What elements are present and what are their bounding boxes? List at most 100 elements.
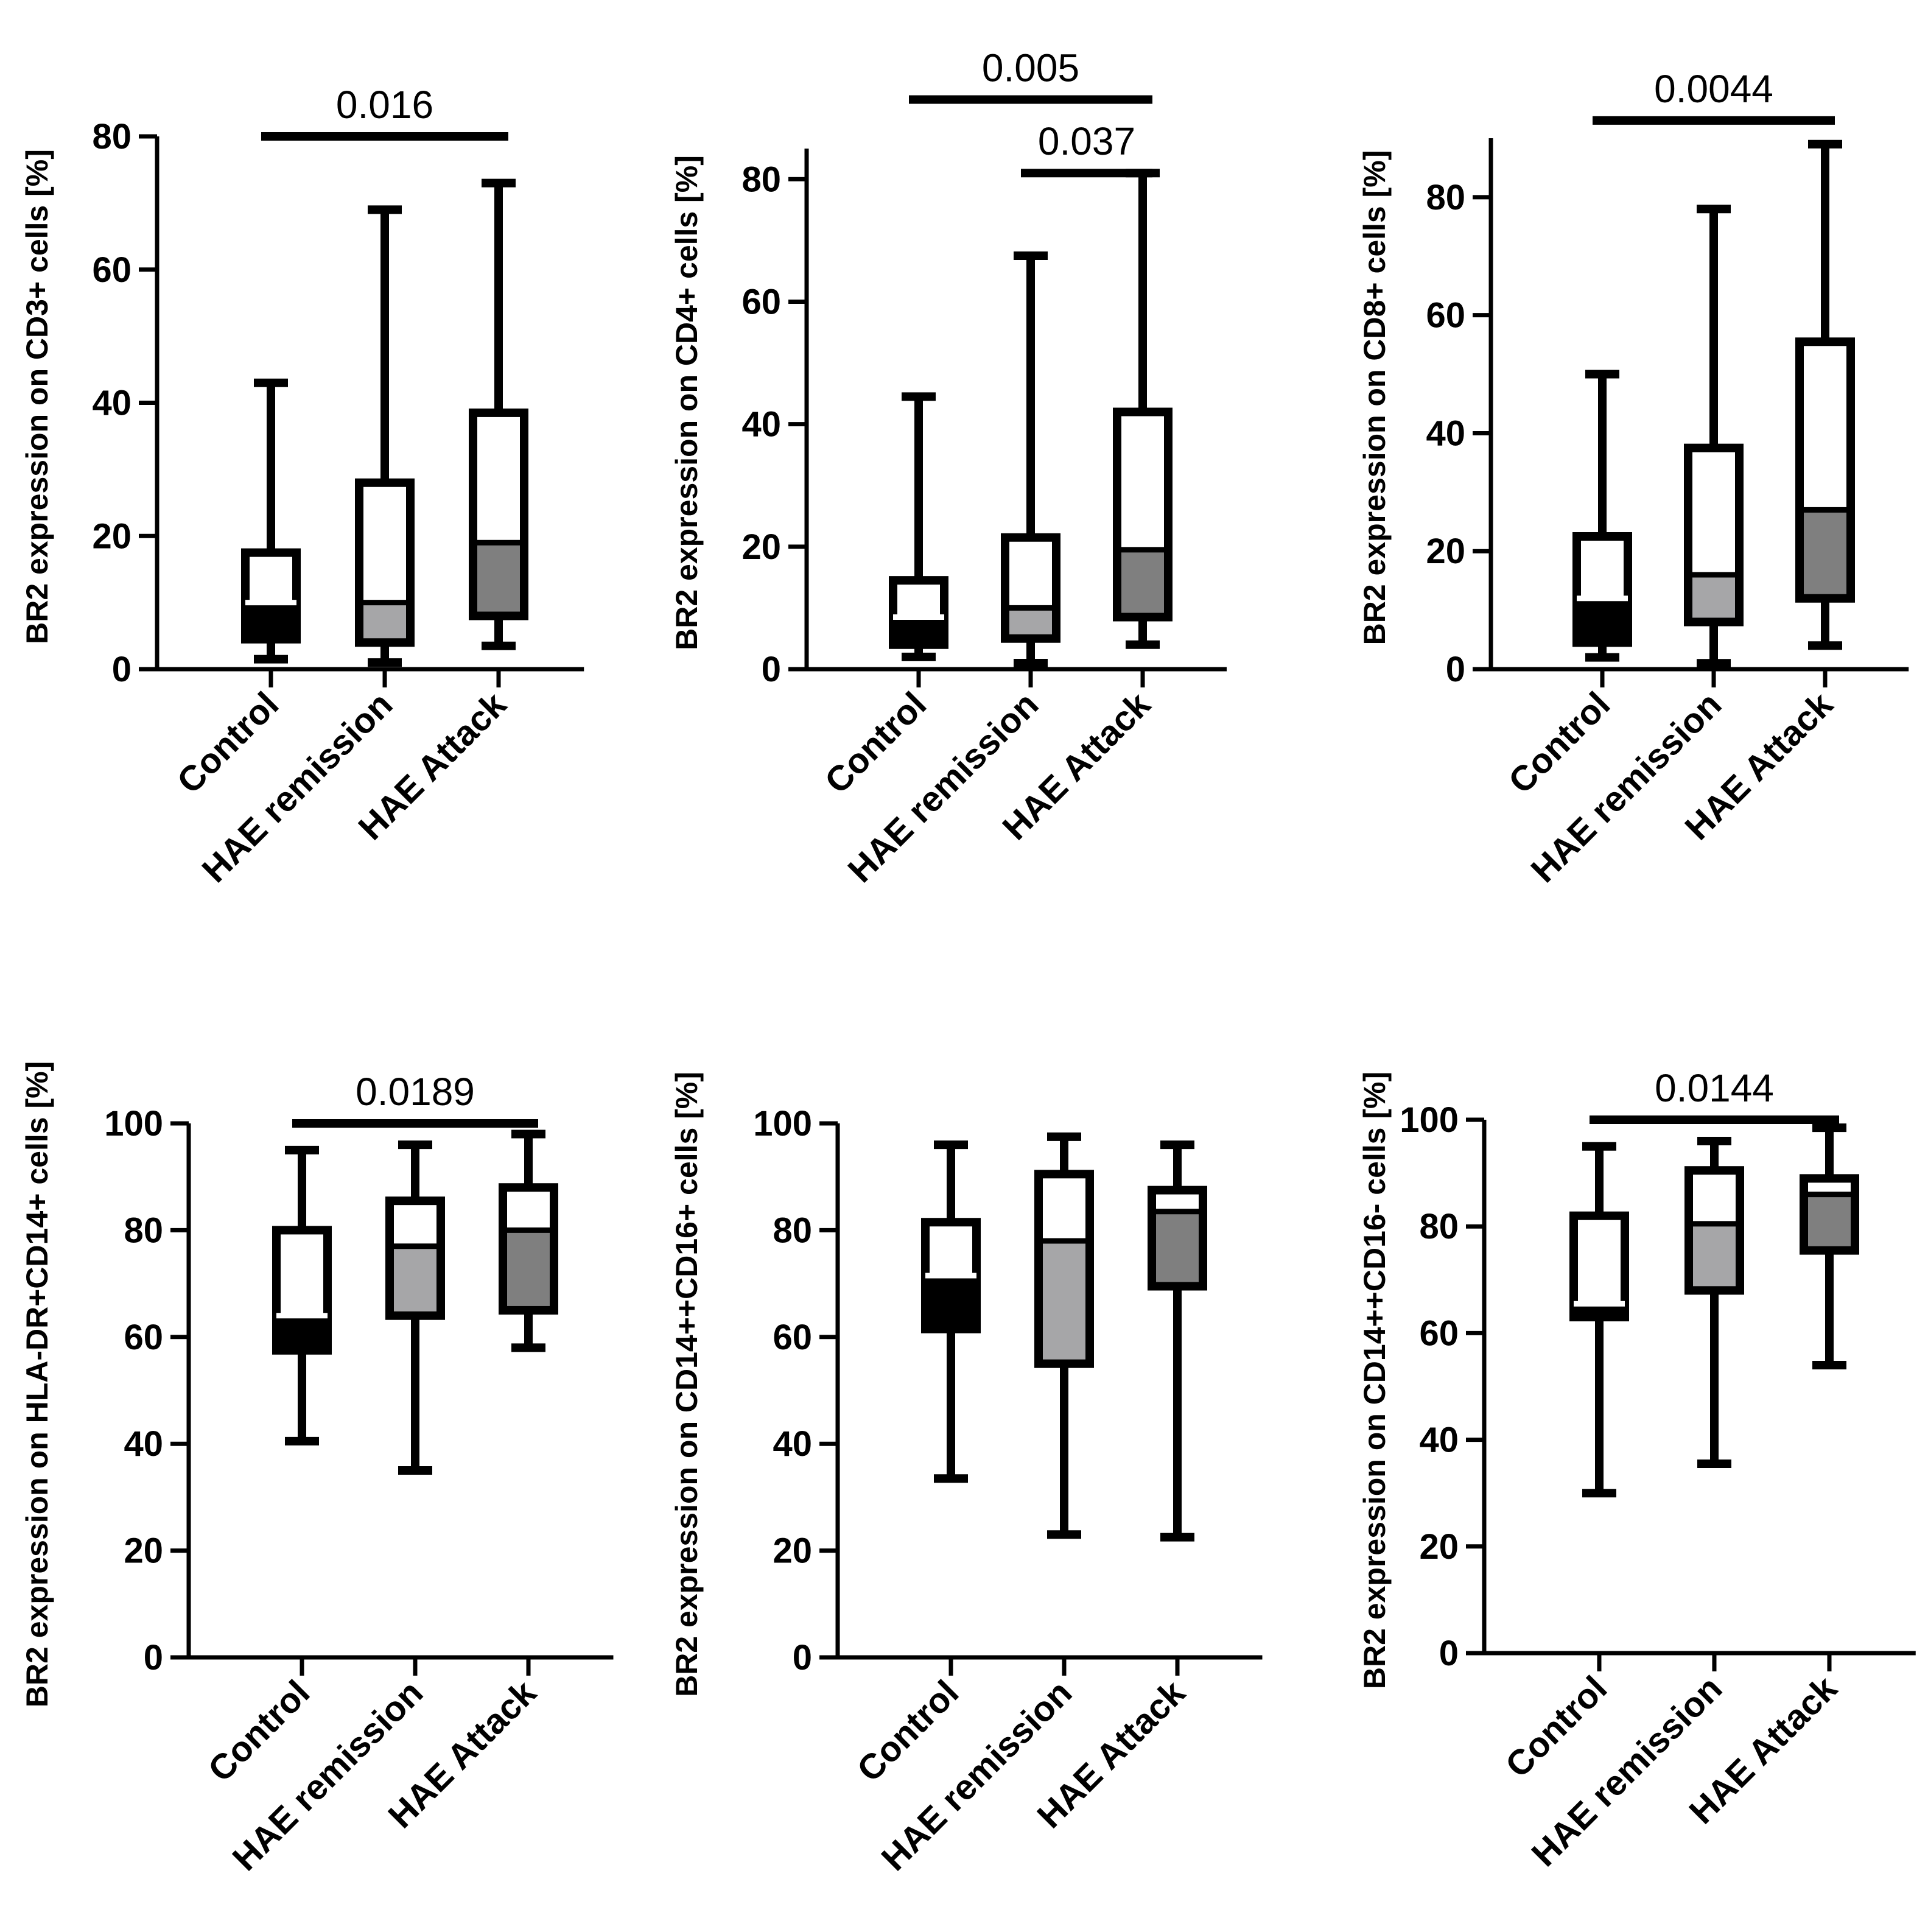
box-outline — [1569, 1211, 1629, 1322]
box-outline — [1800, 1174, 1859, 1255]
box-outline — [1148, 1186, 1207, 1291]
p-value-label: 0.037 — [1038, 119, 1135, 163]
y-tick-label: 60 — [1426, 296, 1465, 335]
p-value-label: 0.0144 — [1655, 1066, 1774, 1110]
y-tick-label: 60 — [773, 1318, 812, 1357]
box-outline — [355, 478, 415, 647]
box-outline — [1795, 337, 1855, 603]
box-1: Control — [1501, 370, 1632, 801]
y-tick-label: 100 — [104, 1104, 163, 1143]
y-tick-label: 0 — [112, 650, 131, 689]
x-category-label: Control — [817, 684, 934, 801]
y-axis-title: BR2 expression on CD8+ cells [%] — [1358, 150, 1392, 645]
y-tick-label: 20 — [773, 1531, 812, 1571]
y-tick-label: 20 — [1426, 532, 1465, 571]
box-outline — [1572, 532, 1632, 647]
box-1: Control — [1498, 1142, 1629, 1785]
y-axis-title: BR2 expression on CD3+ cells [%] — [20, 149, 54, 644]
y-tick-label: 80 — [1426, 178, 1465, 217]
box-outline — [1034, 1170, 1094, 1368]
box-outline — [1113, 407, 1173, 622]
box-1: Control — [817, 392, 948, 801]
box-outline — [469, 408, 528, 620]
box-body — [1574, 1215, 1625, 1318]
y-tick-label: 40 — [124, 1424, 163, 1464]
y-tick-label: 0 — [793, 1638, 812, 1677]
panel-5: BR2 expression on CD14++CD16+ cells [%] 0… — [670, 1072, 1263, 1878]
y-tick-label: 20 — [92, 516, 131, 556]
lower-quartile-fill — [1800, 510, 1851, 599]
box-outline — [385, 1196, 445, 1320]
x-category-label: Control — [1498, 1668, 1614, 1785]
panel-4: BR2 expression on HLA-DR+CD14+ cells [%]… — [20, 1061, 614, 1878]
box-2: HAE remission — [1524, 1137, 1744, 1874]
y-tick-label: 60 — [124, 1318, 163, 1357]
box-outline — [1684, 1166, 1744, 1295]
x-category-label: HAE remission — [1524, 1668, 1730, 1874]
panel-3: BR2 expression on CD8+ cells [%] 0 20 40 60 8… — [1358, 67, 1909, 890]
lower-quartile-fill — [473, 543, 524, 616]
box-outline — [1001, 533, 1060, 643]
y-tick-label: 20 — [124, 1531, 163, 1571]
y-tick-label: 60 — [1419, 1313, 1459, 1353]
box-2: HAE remission — [874, 1132, 1094, 1878]
lower-quartile-fill — [245, 602, 296, 639]
x-category-label: Control — [1501, 684, 1618, 801]
box-outline — [272, 1226, 332, 1355]
p-value-label: 0.005 — [982, 46, 1079, 90]
lower-quartile-fill — [1688, 574, 1739, 622]
box-outline — [1684, 443, 1744, 627]
y-tick-label: 40 — [773, 1424, 812, 1464]
lower-quartile-fill — [1117, 549, 1168, 617]
y-axis-title: BR2 expression on CD14++CD16- cells [%] — [1358, 1072, 1392, 1689]
x-category-label: HAE remission — [1523, 684, 1729, 890]
p-value-label: 0.0044 — [1654, 67, 1773, 111]
lower-quartile-fill — [1152, 1211, 1203, 1287]
panel-6: BR2 expression on CD14++CD16- cells [%] 0… — [1358, 1066, 1916, 1874]
p-value-label: 0.0189 — [356, 1070, 475, 1114]
box-2: HAE remission — [225, 1140, 445, 1878]
y-axis-title: BR2 expression on CD4+ cells [%] — [670, 155, 704, 650]
lower-quartile-fill — [503, 1230, 554, 1310]
y-tick-label: 100 — [1400, 1100, 1459, 1140]
box-outline — [499, 1183, 558, 1315]
lower-quartile-fill — [1005, 608, 1056, 639]
x-category-label: Control — [169, 684, 286, 801]
y-tick-label: 0 — [144, 1638, 163, 1677]
x-category-label: HAE remission — [194, 684, 400, 890]
x-category-label: HAE remission — [225, 1673, 430, 1878]
box-2: HAE remission — [194, 205, 415, 890]
box-3: HAE Attack — [995, 169, 1173, 848]
y-tick-label: 80 — [741, 160, 781, 199]
lower-quartile-fill — [1577, 598, 1628, 643]
y-axis-title: BR2 expression on CD14++CD16+ cells [%] — [670, 1072, 704, 1697]
box-1: Control — [169, 378, 301, 801]
y-tick-label: 80 — [773, 1210, 812, 1250]
x-category-label: Control — [849, 1673, 966, 1790]
x-category-label: HAE remission — [840, 684, 1046, 890]
box-1: Control — [200, 1145, 332, 1790]
y-tick-label: 0 — [1439, 1634, 1459, 1673]
box-outline — [241, 548, 301, 644]
y-axis-title: BR2 expression on HLA-DR+CD14+ cells [%] — [20, 1061, 54, 1707]
y-tick-label: 20 — [1419, 1527, 1459, 1567]
lower-quartile-fill — [1039, 1240, 1090, 1364]
y-tick-label: 40 — [92, 384, 131, 423]
lower-quartile-fill — [1804, 1194, 1855, 1251]
y-tick-label: 80 — [124, 1210, 163, 1250]
lower-quartile-fill — [925, 1275, 976, 1329]
y-tick-label: 80 — [1419, 1207, 1459, 1246]
y-tick-label: 60 — [92, 250, 131, 290]
y-tick-label: 0 — [762, 650, 781, 689]
y-tick-label: 40 — [1426, 413, 1465, 453]
y-tick-label: 20 — [741, 527, 781, 567]
panel-2: BR2 expression on CD4+ cells [%] 0 20 40 60 8… — [670, 46, 1227, 890]
y-tick-label: 0 — [1446, 650, 1465, 689]
y-tick-label: 60 — [741, 282, 781, 321]
lower-quartile-fill — [276, 1315, 328, 1351]
y-tick-label: 40 — [1419, 1421, 1459, 1460]
y-tick-label: 40 — [741, 405, 781, 444]
box-1: Control — [849, 1140, 981, 1790]
x-category-label: Control — [200, 1673, 317, 1790]
